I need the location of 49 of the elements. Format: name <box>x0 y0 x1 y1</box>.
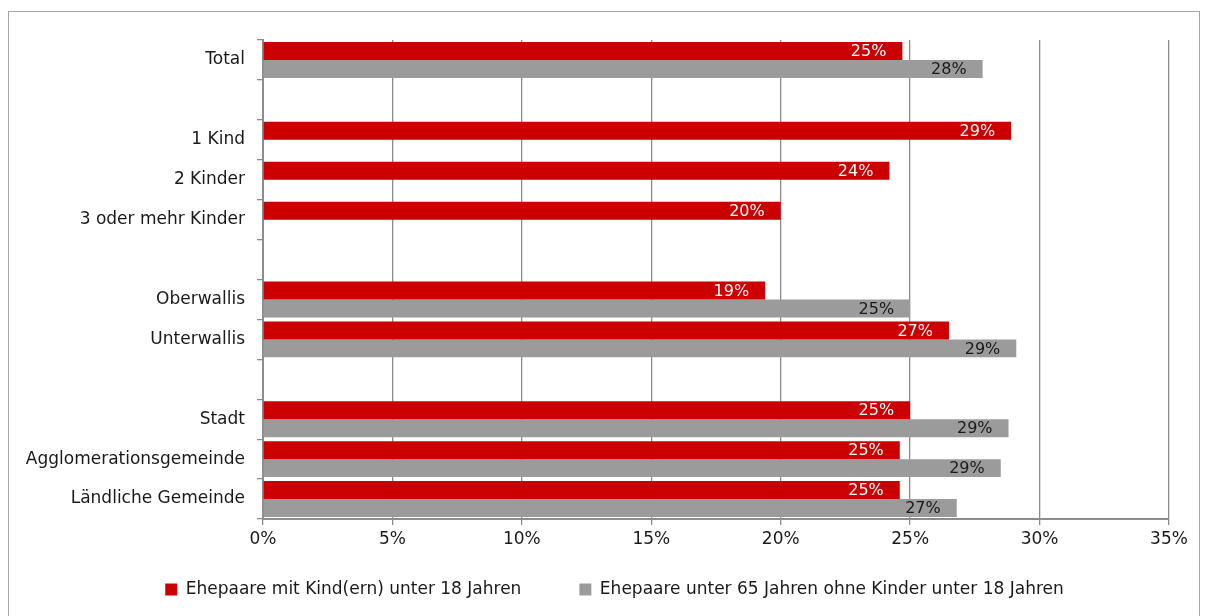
bar <box>263 419 1009 438</box>
y-tick-label: Stadt <box>199 407 246 428</box>
bar <box>263 59 983 78</box>
bar <box>263 499 957 517</box>
x-tick-label: 0% <box>249 527 277 548</box>
x-tick-label: 10% <box>502 527 541 548</box>
bar <box>263 42 903 60</box>
y-tick-label: 2 Kinder <box>173 168 246 189</box>
bar <box>263 161 890 180</box>
data-label: 29% <box>949 458 985 478</box>
data-label: 25% <box>850 41 887 61</box>
x-tick-label: 15% <box>632 527 671 548</box>
bar <box>263 339 1017 358</box>
data-label: 29% <box>956 418 993 438</box>
y-tick-label: Total <box>204 48 245 69</box>
bar <box>263 121 1012 140</box>
data-label: 25% <box>848 480 884 500</box>
bar <box>263 459 1001 478</box>
bar <box>263 299 911 318</box>
y-tick-label: Unterwallis <box>150 327 246 348</box>
data-label: 19% <box>713 280 750 300</box>
data-label: 28% <box>931 59 967 79</box>
bar <box>263 321 949 340</box>
y-tick-label: 1 Kind <box>191 128 245 149</box>
legend-label: Ehepaare unter 65 Jahren ohne Kinder unter 18 Jahren <box>599 577 1064 598</box>
y-tick-label: Oberwallis <box>156 287 246 308</box>
data-label: 25% <box>858 400 895 420</box>
bar <box>263 281 766 300</box>
x-tick-label: 5% <box>378 527 406 548</box>
y-tick-label: Agglomerationsgemeinde <box>25 447 245 468</box>
bar <box>263 401 911 420</box>
x-tick-label: 35% <box>1150 527 1188 548</box>
bar <box>263 481 900 500</box>
data-label: 25% <box>848 440 884 460</box>
data-label: 25% <box>858 298 895 318</box>
data-label: 20% <box>729 200 765 220</box>
bar <box>263 441 900 460</box>
data-label: 29% <box>959 120 996 140</box>
data-label: 24% <box>837 160 874 180</box>
y-tick-label: Ländliche Gemeinde <box>70 487 245 508</box>
x-tick-label: 30% <box>1020 527 1059 548</box>
legend-label: Ehepaare mit Kind(ern) unter 18 Jahren <box>185 577 522 598</box>
bar <box>263 201 781 220</box>
x-tick-label: 25% <box>891 527 930 548</box>
data-label: 27% <box>905 498 941 518</box>
data-label: 29% <box>964 338 1001 358</box>
data-label: 27% <box>897 320 933 340</box>
y-tick-label: 3 oder mehr Kinder <box>79 208 245 229</box>
x-tick-label: 20% <box>761 527 800 548</box>
